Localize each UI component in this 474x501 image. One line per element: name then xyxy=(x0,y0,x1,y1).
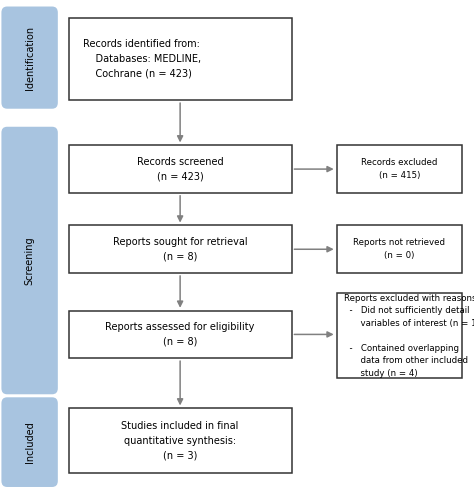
FancyBboxPatch shape xyxy=(69,408,292,473)
FancyBboxPatch shape xyxy=(1,7,58,109)
FancyBboxPatch shape xyxy=(69,18,292,100)
Text: Records screened
(n = 423): Records screened (n = 423) xyxy=(137,157,223,181)
FancyBboxPatch shape xyxy=(1,397,58,487)
FancyBboxPatch shape xyxy=(69,225,292,273)
FancyBboxPatch shape xyxy=(1,127,58,394)
Text: Screening: Screening xyxy=(25,236,35,285)
FancyBboxPatch shape xyxy=(337,225,462,273)
Text: Included: Included xyxy=(25,421,35,463)
FancyBboxPatch shape xyxy=(69,311,292,358)
FancyBboxPatch shape xyxy=(337,293,462,378)
Text: Reports assessed for eligibility
(n = 8): Reports assessed for eligibility (n = 8) xyxy=(105,322,255,347)
FancyBboxPatch shape xyxy=(337,145,462,193)
FancyBboxPatch shape xyxy=(69,145,292,193)
Text: Reports not retrieved
(n = 0): Reports not retrieved (n = 0) xyxy=(353,238,446,260)
Text: Identification: Identification xyxy=(25,26,35,90)
Text: Records identified from:
    Databases: MEDLINE,
    Cochrane (n = 423): Records identified from: Databases: MEDL… xyxy=(83,40,201,78)
Text: Reports excluded with reasons:
  -   Did not sufficiently detail
      variables: Reports excluded with reasons: - Did not… xyxy=(344,294,474,378)
Text: Reports sought for retrieval
(n = 8): Reports sought for retrieval (n = 8) xyxy=(113,237,247,262)
Text: Studies included in final
quantitative synthesis:
(n = 3): Studies included in final quantitative s… xyxy=(121,421,239,460)
Text: Records excluded
(n = 415): Records excluded (n = 415) xyxy=(361,158,438,180)
